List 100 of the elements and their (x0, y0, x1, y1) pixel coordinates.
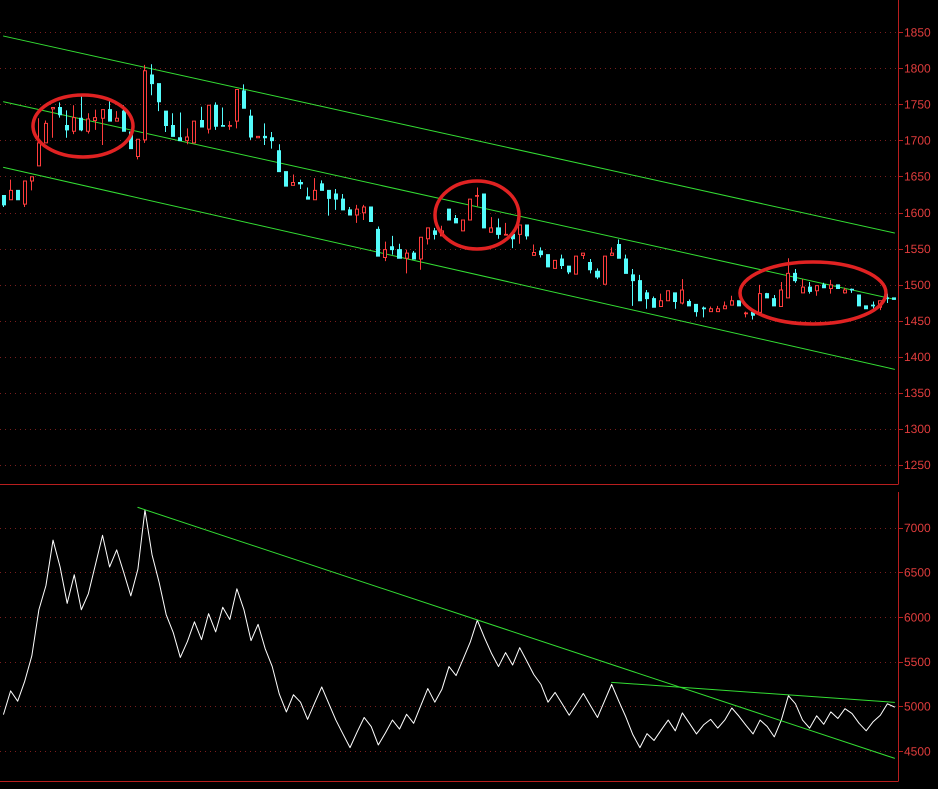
candlestick (885, 293, 889, 304)
candlestick (79, 94, 83, 132)
candlestick (504, 222, 508, 236)
candlestick (143, 64, 147, 144)
candlestick (242, 84, 246, 109)
candlestick (192, 120, 196, 144)
candlestick (829, 279, 833, 294)
candlestick (680, 278, 684, 305)
candlestick (2, 194, 6, 208)
candlestick (645, 289, 649, 310)
candlestick (334, 188, 338, 210)
candlestick (164, 110, 168, 132)
candlestick (709, 306, 713, 312)
candlestick (115, 110, 119, 122)
y-tick-label: 1300 (904, 422, 932, 436)
candlestick (871, 301, 875, 311)
candlestick (263, 122, 267, 146)
candlestick (673, 292, 677, 310)
candlestick (362, 204, 366, 220)
y-tick-label: 1650 (904, 170, 932, 184)
y-tick-label: 1450 (904, 314, 932, 328)
candlestick (666, 290, 670, 302)
candlestick (150, 64, 154, 96)
candlestick (51, 106, 55, 138)
candlestick (496, 218, 501, 240)
candlestick (249, 109, 253, 140)
candlestick (772, 294, 776, 306)
candlestick (58, 102, 62, 118)
y-tick-label: 6500 (904, 566, 932, 580)
y-tick-label: 1500 (904, 278, 932, 292)
candlestick (603, 256, 607, 285)
candlestick (892, 297, 896, 300)
y-tick-label: 7000 (904, 520, 932, 535)
candlestick (298, 179, 303, 190)
candlestick (200, 106, 204, 128)
candlestick (355, 204, 359, 224)
candlestick (72, 104, 76, 135)
candlestick (341, 194, 345, 210)
candlestick (277, 144, 281, 172)
candlestick (426, 227, 430, 246)
candlestick (850, 288, 854, 294)
candlestick (369, 206, 373, 222)
candlestick (659, 293, 663, 308)
candlestick (744, 311, 748, 318)
candlestick (306, 187, 310, 200)
candlestick (638, 274, 642, 302)
candlestick (122, 104, 126, 132)
candlestick (397, 243, 402, 259)
candlestick (786, 258, 790, 298)
candlestick (765, 292, 769, 298)
line-series (3, 509, 895, 748)
candlestick (207, 104, 211, 134)
candlestick (539, 246, 543, 258)
candlestick (595, 268, 600, 280)
y-tick-label: 1550 (904, 242, 932, 256)
candlestick (489, 216, 493, 233)
candlestick (101, 109, 105, 146)
candlestick (468, 198, 472, 220)
y-tick-label: 1600 (904, 206, 932, 220)
candlestick (801, 278, 805, 294)
candlestick (560, 254, 564, 270)
y-tick-label: 1250 (904, 458, 932, 472)
y-tick-label: 4500 (904, 744, 932, 758)
candlestick (687, 298, 691, 306)
candlestick (178, 112, 182, 142)
candlestick (723, 301, 727, 310)
candlestick (694, 304, 698, 318)
candlestick (23, 180, 27, 208)
candlestick (171, 112, 175, 137)
candlestick (214, 102, 218, 130)
candlestick (758, 284, 762, 314)
candlestick (454, 214, 458, 224)
candlestick (836, 284, 840, 290)
candlestick (9, 179, 13, 200)
y-tick-label: 1800 (904, 62, 932, 76)
candlestick (313, 178, 317, 200)
candlestick (525, 224, 529, 240)
candlestick (610, 246, 614, 256)
candlestick (822, 282, 826, 288)
y-tick-label: 6000 (904, 610, 932, 624)
candlestick (405, 249, 409, 274)
candlestick (857, 294, 861, 306)
candlestick (588, 258, 592, 274)
candlestick (235, 88, 239, 129)
candlestick (44, 120, 48, 144)
candlestick (30, 176, 34, 191)
candlestick (16, 190, 20, 200)
candlestick (815, 285, 819, 296)
y-tick-label: 1850 (904, 25, 932, 40)
candlestick (567, 266, 571, 275)
candlestick (256, 136, 260, 138)
y-tick-label: 1400 (904, 350, 932, 364)
candlestick (574, 256, 578, 275)
candlestick (751, 312, 755, 320)
candlestick (864, 305, 868, 310)
candlestick (475, 187, 479, 207)
y-tick-label: 1700 (904, 134, 932, 148)
candlestick (37, 118, 41, 166)
candlestick (546, 254, 550, 268)
candlestick (412, 250, 416, 260)
